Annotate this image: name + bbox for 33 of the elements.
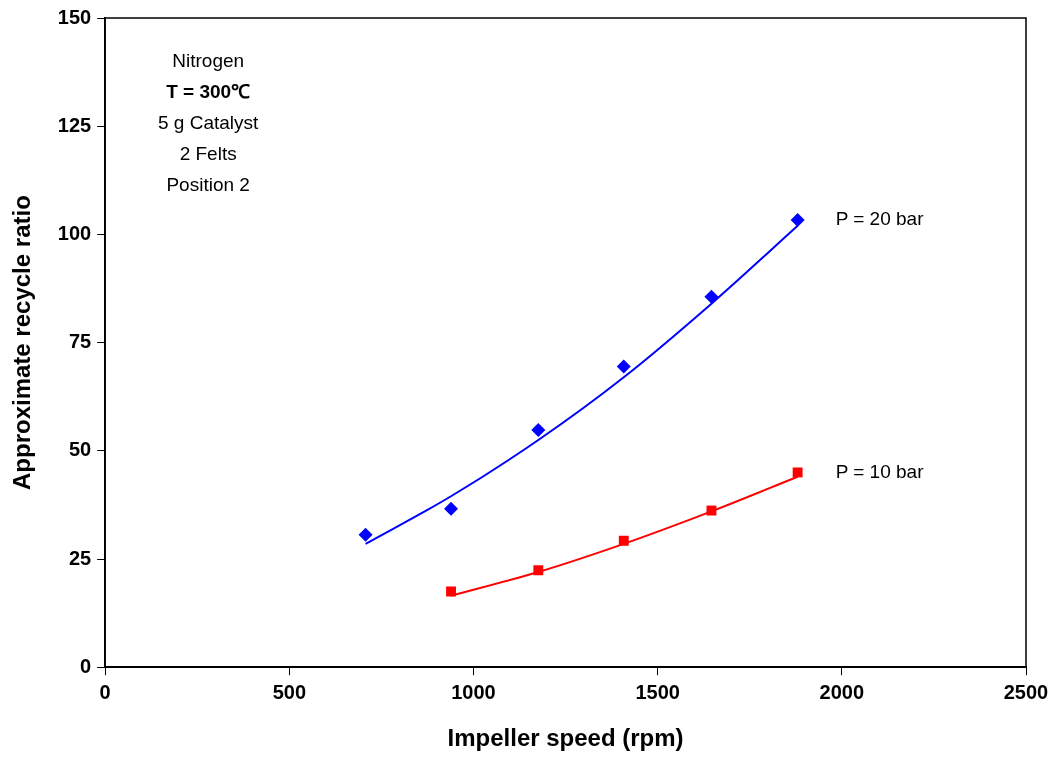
point xyxy=(446,586,456,597)
annotation: 5 g Catalyst xyxy=(158,112,260,134)
x-tick-label: 500 xyxy=(272,680,307,703)
y-axis-title: Approximate recycle ratio xyxy=(8,195,36,490)
point xyxy=(358,527,373,542)
point xyxy=(706,505,717,516)
y-tick-label: 75 xyxy=(68,330,92,353)
x-tick-label: 2500 xyxy=(1003,680,1049,703)
annotation: 2 Felts xyxy=(179,143,237,165)
y-tick-label: 100 xyxy=(57,221,92,244)
series-label: P = 10 bar xyxy=(835,460,925,482)
point xyxy=(790,213,805,228)
y-tick-label: 125 xyxy=(57,113,92,136)
point xyxy=(444,501,459,516)
y-tick-label: 0 xyxy=(80,654,92,677)
y-tick-label: 150 xyxy=(57,5,92,28)
point xyxy=(616,359,631,374)
point xyxy=(792,467,803,478)
annotation: Position 2 xyxy=(166,174,250,196)
point xyxy=(533,565,544,576)
point xyxy=(531,423,546,438)
annotation: T = 300℃ xyxy=(166,81,251,103)
x-tick-label: 1000 xyxy=(451,680,496,703)
series-label: P = 20 bar xyxy=(835,208,925,230)
x-tick-label: 1500 xyxy=(635,680,680,703)
y-tick-label: 25 xyxy=(68,546,92,569)
x-tick-label: 2000 xyxy=(819,680,865,703)
x-tick-label: 0 xyxy=(99,680,111,703)
y-tick-label: 50 xyxy=(68,438,92,461)
point xyxy=(704,289,719,304)
x-axis-title: Impeller speed (rpm) xyxy=(447,724,684,752)
point xyxy=(618,535,629,546)
annotation: Nitrogen xyxy=(172,50,245,72)
